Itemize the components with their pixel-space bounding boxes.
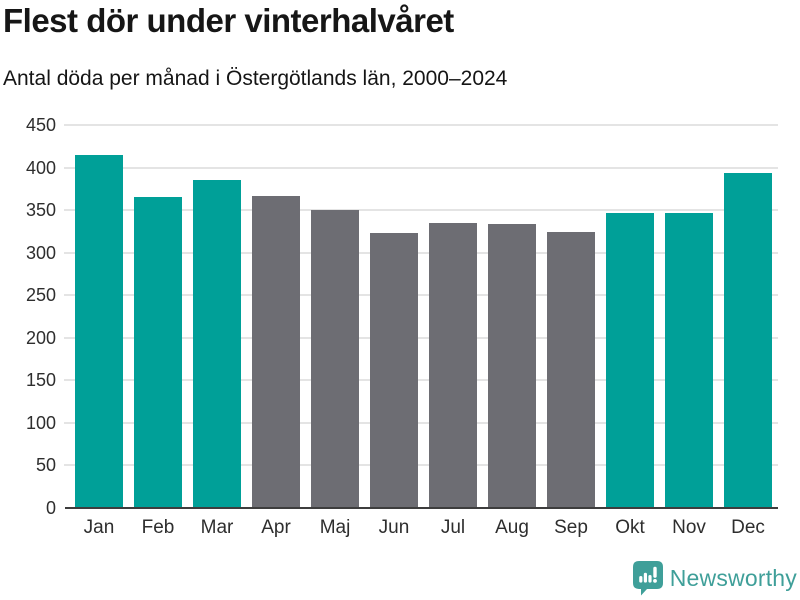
x-tick-label-feb: Feb — [141, 517, 175, 538]
x-tick-label-dec: Dec — [731, 517, 765, 538]
y-tick-label-350: 350 — [25, 200, 56, 221]
newsworthy-logo: Newsworthy — [632, 561, 797, 596]
newsworthy-wordmark: Newsworthy — [669, 565, 797, 591]
gridline-450 — [64, 124, 778, 126]
bar-feb — [134, 196, 182, 508]
y-tick-label-400: 400 — [25, 157, 56, 178]
bar-apr — [252, 195, 300, 508]
gridline-200 — [64, 336, 778, 339]
y-tick-label-250: 250 — [25, 285, 56, 306]
chart-title: Flest dör under vinterhalvåret — [3, 2, 454, 39]
y-tick-label-450: 450 — [25, 115, 56, 135]
bar-mar — [193, 179, 241, 508]
bar-jul — [429, 222, 477, 508]
gridline-50 — [64, 464, 778, 467]
bar-jan — [75, 154, 123, 508]
y-axis: 0 50 100 150 200 250 300 350 400 450 — [0, 0, 56, 600]
x-tick-label-sep: Sep — [554, 517, 588, 538]
bar-sep — [547, 232, 595, 508]
gridline-150 — [64, 379, 778, 382]
x-tick-label-jun: Jun — [378, 517, 410, 538]
bar-aug — [488, 223, 536, 508]
x-tick-label-jul: Jul — [440, 517, 466, 538]
y-tick-label-300: 300 — [25, 242, 56, 263]
y-tick-label-100: 100 — [25, 412, 56, 433]
gridline-350 — [64, 209, 778, 212]
gridline-400 — [64, 166, 778, 169]
y-tick-label-50: 50 — [35, 455, 56, 476]
gridline-300 — [64, 251, 778, 254]
x-tick-label-maj: Maj — [319, 517, 351, 538]
newsworthy-icon — [632, 561, 663, 596]
x-axis-line — [65, 506, 778, 509]
x-tick-label-nov: Nov — [672, 517, 706, 538]
plot-area — [64, 124, 778, 509]
x-tick-label-okt: Okt — [615, 517, 645, 538]
bar-dec — [724, 172, 772, 508]
bar-nov — [665, 212, 713, 508]
x-tick-label-jan: Jan — [83, 517, 115, 538]
y-tick-label-0: 0 — [45, 498, 56, 518]
x-tick-label-mar: Mar — [200, 517, 234, 538]
y-tick-label-150: 150 — [25, 370, 56, 391]
gridline-100 — [64, 421, 778, 424]
chart-subtitle: Antal döda per månad i Östergötlands län… — [3, 67, 508, 90]
y-tick-label-200: 200 — [25, 327, 56, 348]
x-tick-label-aug: Aug — [495, 517, 529, 538]
bar-okt — [606, 212, 654, 508]
gridline-250 — [64, 294, 778, 297]
x-tick-label-apr: Apr — [261, 517, 291, 538]
bar-jun — [370, 233, 418, 508]
bar-maj — [311, 210, 359, 508]
